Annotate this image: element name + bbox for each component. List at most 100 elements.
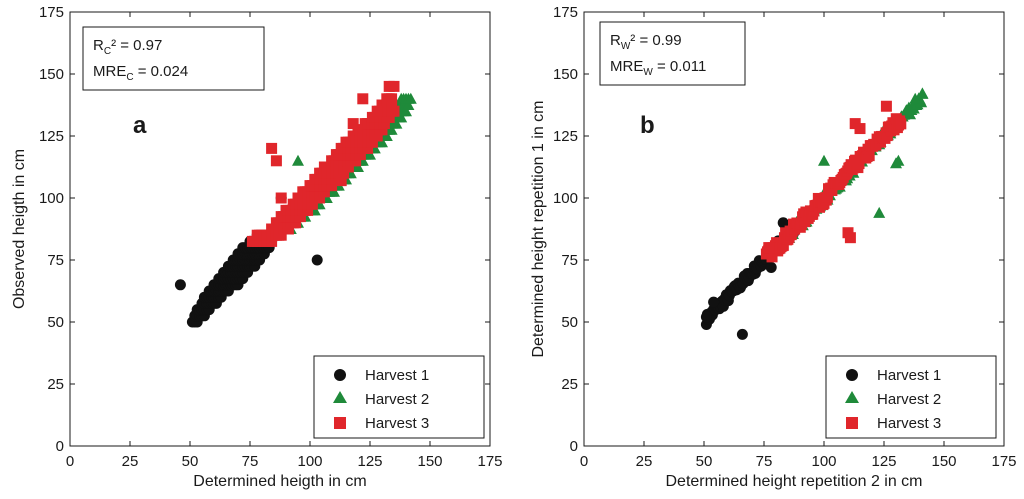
ytick-label: 25 [47, 376, 64, 393]
point-harvest3-a [306, 198, 318, 210]
points-b [700, 87, 929, 340]
ytick-label: 125 [39, 128, 64, 145]
ytick-label: 100 [39, 190, 64, 207]
point-harvest3-a [386, 93, 398, 105]
point-harvest3-a [342, 161, 354, 173]
point-harvest3-a [275, 229, 287, 241]
ticks-a: 0 25 50 75 100 125 150 175 0 25 50 75 100 125 150 175 [39, 4, 503, 470]
point-harvest2-a [376, 136, 388, 148]
point-harvest3-a [338, 167, 350, 179]
point-harvest2-a [364, 148, 376, 160]
r2-stat-a: RC² = 0.97 [93, 37, 162, 57]
legend-label-harvest1-a: Harvest 1 [365, 367, 429, 384]
r2-sub-b: W [621, 41, 631, 52]
legend-label-harvest1-b: Harvest 1 [877, 367, 941, 384]
legend-a: Harvest 1 Harvest 2 Harvest 3 [313, 355, 485, 439]
xlabel-a: Determined heigth in cm [193, 473, 366, 490]
r2-tail-a: ² = 0.97 [111, 37, 162, 54]
xtick-label: 0 [580, 453, 588, 470]
r2-base-a: R [93, 37, 104, 54]
point-harvest2-b [873, 206, 886, 218]
point-harvest2-b [892, 154, 905, 166]
point-harvest3-a [376, 124, 388, 136]
point-harvest3-a [302, 204, 314, 216]
xtick-label: 75 [242, 453, 259, 470]
point-harvest3-b [826, 185, 838, 197]
legend-marker-harvest2-a [333, 391, 347, 403]
ytick-label: 75 [561, 252, 578, 269]
ylabel-b: Determined height repetition 1 in cm [530, 100, 547, 357]
ytick-label: 25 [561, 376, 578, 393]
ytick-label: 100 [553, 190, 578, 207]
r2-sub-a: C [104, 46, 111, 57]
legend-marker-harvest1-b [846, 369, 858, 381]
mre-stat-a: MREC = 0.024 [93, 63, 188, 83]
xtick-label: 50 [182, 453, 199, 470]
point-harvest1-a [311, 254, 323, 266]
point-harvest3-a [275, 192, 287, 204]
point-harvest3-a [362, 142, 374, 154]
point-harvest3-a [335, 175, 347, 187]
point-harvest2-a [292, 154, 304, 166]
panel-b: 0 25 50 75 100 125 150 175 0 25 50 75 100 125 150 175 D… [530, 4, 1017, 490]
point-harvest3-b [821, 191, 833, 203]
mre-sub-b: W [643, 67, 653, 78]
xtick-label: 75 [756, 453, 773, 470]
ytick-label: 125 [553, 128, 578, 145]
point-harvest3-a [266, 235, 278, 247]
point-harvest3-a [294, 211, 306, 223]
point-harvest3-b [895, 118, 907, 130]
legend-label-harvest3-b: Harvest 3 [877, 415, 941, 432]
xtick-label: 175 [991, 453, 1016, 470]
point-harvest3-a [386, 99, 398, 111]
point-harvest2-a [328, 185, 340, 197]
point-harvest3-b [766, 251, 778, 263]
legend-b: Harvest 1 Harvest 2 Harvest 3 [825, 355, 997, 439]
point-harvest3-a [347, 118, 359, 130]
xtick-label: 150 [931, 453, 956, 470]
point-harvest3-a [371, 130, 383, 142]
ytick-label: 150 [39, 66, 64, 83]
point-harvest3-a [326, 180, 338, 192]
stats-box-a: RC² = 0.97 MREC = 0.024 [82, 26, 265, 91]
mre-sub-a: C [126, 72, 133, 83]
mre-tail-b: = 0.011 [653, 58, 707, 75]
point-harvest3-a [383, 111, 395, 123]
point-harvest3-a [366, 136, 378, 148]
point-harvest2-a [352, 161, 364, 172]
point-harvest2-b [915, 96, 928, 108]
point-harvest2-a [380, 130, 393, 141]
xtick-label: 150 [417, 453, 442, 470]
point-harvest3-a [388, 80, 400, 92]
point-harvest2-a [400, 105, 412, 117]
point-harvest2-a [402, 99, 415, 110]
xtick-label: 125 [357, 453, 382, 470]
r2-base-b: R [610, 32, 621, 49]
xtick-label: 125 [871, 453, 896, 470]
point-harvest3-a [371, 105, 383, 117]
r2-stat-b: RW² = 0.99 [610, 32, 682, 52]
point-harvest3-b [863, 150, 875, 162]
mre-base-b: MRE [610, 58, 643, 75]
xtick-label: 25 [122, 453, 139, 470]
point-harvest3-a [290, 217, 302, 229]
legend-marker-harvest3-a [334, 417, 346, 429]
point-harvest2-b [916, 87, 929, 99]
point-harvest3-a [282, 223, 294, 235]
point-harvest3-b [854, 123, 866, 135]
point-harvest3-b [763, 242, 775, 254]
ytick-label: 150 [553, 66, 578, 83]
point-harvest3-a [318, 186, 330, 198]
point-harvest3-a [388, 105, 400, 117]
ytick-label: 50 [47, 314, 64, 331]
point-harvest3-a [354, 149, 366, 161]
xtick-label: 0 [66, 453, 74, 470]
point-harvest3-b [880, 100, 892, 112]
ticks-b: 0 25 50 75 100 125 150 175 0 25 50 75 100 125 150 175 [553, 4, 1017, 470]
point-harvest1-b [708, 296, 720, 308]
panel-letter-b: b [640, 112, 655, 139]
ytick-label: 0 [570, 438, 578, 455]
mre-tail-a: = 0.024 [134, 63, 189, 80]
panel-a: 0 25 50 75 100 125 150 175 0 25 50 75 100 125 150 175 D… [11, 4, 503, 490]
